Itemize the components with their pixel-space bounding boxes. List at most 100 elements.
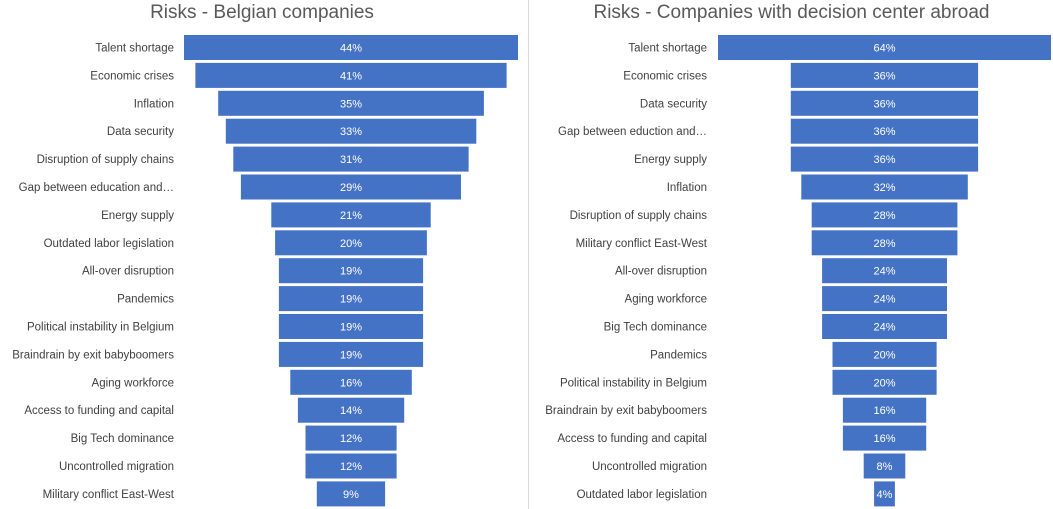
value-label: 20% — [340, 238, 362, 250]
bar-1-7 — [811, 230, 958, 256]
category-label: Disruption of supply chains — [570, 210, 708, 222]
value-label: 24% — [873, 266, 895, 278]
value-label: 36% — [873, 126, 895, 138]
category-label: Uncontrolled migration — [592, 461, 707, 473]
value-label: 32% — [873, 182, 895, 194]
value-label: 19% — [340, 349, 362, 361]
bar-1-12 — [832, 369, 937, 395]
bar-1-10 — [822, 314, 947, 339]
value-label: 29% — [340, 182, 362, 194]
bar-1-16 — [874, 481, 895, 507]
value-label: 21% — [340, 210, 362, 222]
value-label: 36% — [873, 70, 895, 82]
category-label: Aging workforce — [625, 294, 707, 306]
category-label: Outdated labor legislation — [577, 489, 707, 501]
category-label: Military conflict East-West — [576, 238, 708, 250]
value-label: 28% — [873, 238, 895, 250]
bar-0-6 — [271, 202, 431, 228]
value-label: 9% — [343, 489, 359, 501]
value-label: 28% — [873, 210, 895, 222]
value-label: 20% — [873, 377, 895, 389]
bar-1-2 — [790, 90, 979, 116]
bar-1-6 — [811, 202, 958, 228]
bar-0-3 — [225, 118, 477, 144]
chart-companies-abroad: Risks - Companies with decision center a… — [530, 0, 1053, 509]
value-label: 12% — [340, 433, 362, 445]
bar-0-1 — [195, 62, 507, 88]
category-label: Pandemics — [650, 349, 707, 361]
category-label: All-over disruption — [615, 266, 707, 278]
category-label: Pandemics — [117, 294, 174, 306]
category-label: Outdated labor legislation — [44, 238, 174, 250]
category-label: Aging workforce — [92, 377, 174, 389]
bar-0-4 — [233, 146, 469, 172]
value-label: 19% — [340, 294, 362, 306]
category-label: Access to funding and capital — [24, 405, 174, 417]
category-label: Uncontrolled migration — [59, 461, 174, 473]
category-label: Energy supply — [634, 154, 707, 166]
value-label: 24% — [873, 294, 895, 306]
value-label: 64% — [873, 43, 895, 55]
category-label: Talent shortage — [628, 43, 707, 55]
value-label: 19% — [340, 266, 362, 278]
value-label: 16% — [873, 433, 895, 445]
value-label: 20% — [873, 349, 895, 361]
bar-0-9 — [278, 286, 424, 312]
bar-0-11 — [278, 341, 424, 367]
value-label: 33% — [340, 126, 362, 138]
bar-0-10 — [278, 314, 424, 339]
category-label: Data security — [107, 126, 174, 138]
category-label: Political instability in Belgium — [27, 322, 174, 334]
category-label: Braindrain by exit babyboomers — [12, 349, 174, 361]
value-label: 16% — [873, 405, 895, 417]
category-label: Political instability in Belgium — [560, 377, 707, 389]
value-label: 4% — [877, 489, 893, 501]
bar-0-14 — [305, 425, 397, 451]
category-label: Big Tech dominance — [604, 322, 707, 334]
category-label: Data security — [640, 98, 707, 110]
bar-1-8 — [822, 258, 947, 284]
bar-0-13 — [297, 397, 405, 423]
category-label: Gap between education and… — [19, 182, 174, 194]
bar-1-13 — [842, 397, 927, 423]
chart-belgian-companies: Risks - Belgian companies 44% Talent shor… — [0, 0, 526, 509]
value-label: 31% — [340, 154, 362, 166]
funnel-chart-abroad: 64% Talent shortage 36% Economic crises 36% D… — [545, 35, 1051, 507]
value-label: 44% — [340, 43, 362, 55]
chart-title-belgian: Risks - Belgian companies — [150, 2, 374, 23]
category-label: Talent shortage — [95, 43, 174, 55]
bar-0-2 — [218, 90, 484, 116]
bar-1-5 — [801, 174, 968, 200]
category-label: Access to funding and capital — [557, 433, 707, 445]
value-label: 36% — [873, 154, 895, 166]
bar-0-12 — [290, 369, 412, 395]
category-label: Economic crises — [90, 70, 174, 82]
value-label: 16% — [340, 377, 362, 389]
bar-1-4 — [790, 146, 979, 172]
bar-1-9 — [822, 286, 947, 312]
category-label: Economic crises — [623, 70, 707, 82]
value-label: 36% — [873, 98, 895, 110]
bar-0-0 — [184, 35, 518, 60]
bar-0-5 — [240, 174, 461, 200]
category-label: Energy supply — [101, 210, 174, 222]
category-label: Inflation — [134, 98, 174, 110]
value-label: 41% — [340, 70, 362, 82]
category-label: Military conflict East-West — [43, 489, 175, 501]
value-label: 24% — [873, 322, 895, 334]
bar-1-11 — [832, 341, 937, 367]
bar-1-0 — [718, 35, 1051, 60]
bar-1-15 — [863, 453, 906, 479]
bar-1-14 — [842, 425, 927, 451]
category-label: All-over disruption — [82, 266, 174, 278]
chart-title-abroad: Risks - Companies with decision center a… — [593, 2, 990, 23]
bar-1-3 — [790, 118, 979, 144]
bar-0-7 — [275, 230, 427, 256]
value-label: 35% — [340, 98, 362, 110]
value-label: 12% — [340, 461, 362, 473]
value-label: 8% — [877, 461, 893, 473]
bar-1-1 — [790, 62, 979, 88]
bar-0-16 — [316, 481, 386, 507]
category-label: Inflation — [667, 182, 707, 194]
value-label: 14% — [340, 405, 362, 417]
